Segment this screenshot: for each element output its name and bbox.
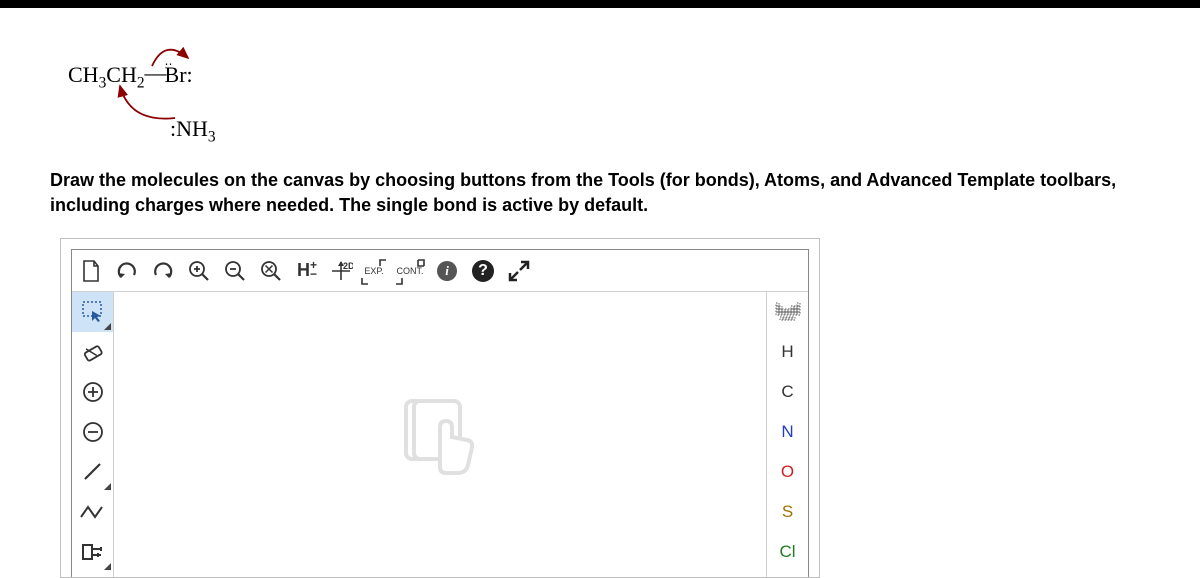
corner-indicator: [104, 563, 111, 570]
undo-icon: [115, 261, 139, 281]
atom-s-label: S: [782, 502, 793, 522]
editor-frame: H+− 2D EXP.: [60, 238, 820, 578]
single-bond-tool[interactable]: [72, 452, 113, 492]
atom-h-label: H: [781, 342, 793, 362]
explicit-h-label: H+−: [297, 260, 317, 281]
editor-inner: H+− 2D EXP.: [71, 249, 809, 578]
svg-text:2D: 2D: [343, 261, 353, 271]
chain-tool[interactable]: [72, 492, 113, 532]
atom-s-button[interactable]: S: [767, 492, 808, 532]
info-button[interactable]: i: [430, 253, 464, 289]
top-bar: [0, 0, 1200, 8]
atom-n-label: N: [781, 422, 793, 442]
explicit-h-button[interactable]: H+−: [290, 253, 324, 289]
eraser-icon: [81, 340, 105, 364]
template-icon: [80, 541, 106, 563]
expand-label: EXP.: [360, 267, 388, 276]
help-button[interactable]: ?: [466, 253, 500, 289]
fullscreen-icon: [508, 260, 530, 282]
atom-cl-button[interactable]: Cl: [767, 532, 808, 572]
periodic-table-icon: [775, 301, 801, 323]
corner-indicator: [104, 483, 111, 490]
chain-icon: [79, 501, 107, 523]
contract-bracket2-icon: [394, 276, 426, 286]
atom-cl-label: Cl: [779, 542, 795, 562]
template-tool[interactable]: [72, 532, 113, 572]
help-icon: ?: [472, 260, 494, 282]
view-2d-button[interactable]: 2D: [326, 253, 356, 289]
zoom-out-button[interactable]: [218, 253, 252, 289]
contract-label: CONT.: [394, 267, 426, 276]
marquee-icon: [80, 299, 106, 325]
zoom-in-icon: [188, 260, 210, 282]
zoom-fit-button[interactable]: [254, 253, 288, 289]
reaction-diagram: CH3CH2—B‥r: :NH3: [50, 28, 1150, 158]
reactant-label: CH3CH2—B‥r:: [68, 62, 193, 92]
canvas-area[interactable]: [114, 292, 766, 578]
charge-minus-tool[interactable]: [72, 412, 113, 452]
fullscreen-button[interactable]: [502, 253, 536, 289]
right-toolbar: H C N O S Cl: [766, 292, 808, 578]
atom-h-button[interactable]: H: [767, 332, 808, 372]
document-icon: [81, 260, 101, 282]
zoom-out-icon: [224, 260, 246, 282]
zoom-fit-icon: [260, 260, 282, 282]
left-toolbar: [72, 292, 114, 578]
atom-c-button[interactable]: C: [767, 372, 808, 412]
corner-indicator: [104, 323, 111, 330]
new-document-button[interactable]: [74, 253, 108, 289]
page-content: CH3CH2—B‥r: :NH3 Draw the molecules on t…: [0, 8, 1200, 578]
zoom-in-button[interactable]: [182, 253, 216, 289]
charge-plus-icon: [82, 381, 104, 403]
charge-plus-tool[interactable]: [72, 372, 113, 412]
redo-icon: [151, 261, 175, 281]
atom-o-label: O: [781, 462, 794, 482]
expand-bracket2-icon: [360, 276, 388, 286]
eraser-tool[interactable]: [72, 332, 113, 372]
view-2d-icon: 2D: [329, 259, 353, 283]
atom-c-label: C: [781, 382, 793, 402]
contract-button[interactable]: CONT.: [392, 253, 428, 289]
top-toolbar: H+− 2D EXP.: [72, 250, 808, 292]
atom-o-button[interactable]: O: [767, 452, 808, 492]
periodic-table-button[interactable]: [767, 292, 808, 332]
redo-button[interactable]: [146, 253, 180, 289]
reagent-label: :NH3: [170, 116, 216, 146]
bond-icon: [80, 459, 106, 485]
instruction-text: Draw the molecules on the canvas by choo…: [50, 168, 1150, 218]
undo-button[interactable]: [110, 253, 144, 289]
marquee-select-tool[interactable]: [72, 292, 113, 332]
atom-n-button[interactable]: N: [767, 412, 808, 452]
info-icon: i: [437, 261, 457, 281]
charge-minus-icon: [82, 421, 104, 443]
expand-button[interactable]: EXP.: [358, 253, 390, 289]
tap-placeholder-icon: [400, 395, 480, 475]
